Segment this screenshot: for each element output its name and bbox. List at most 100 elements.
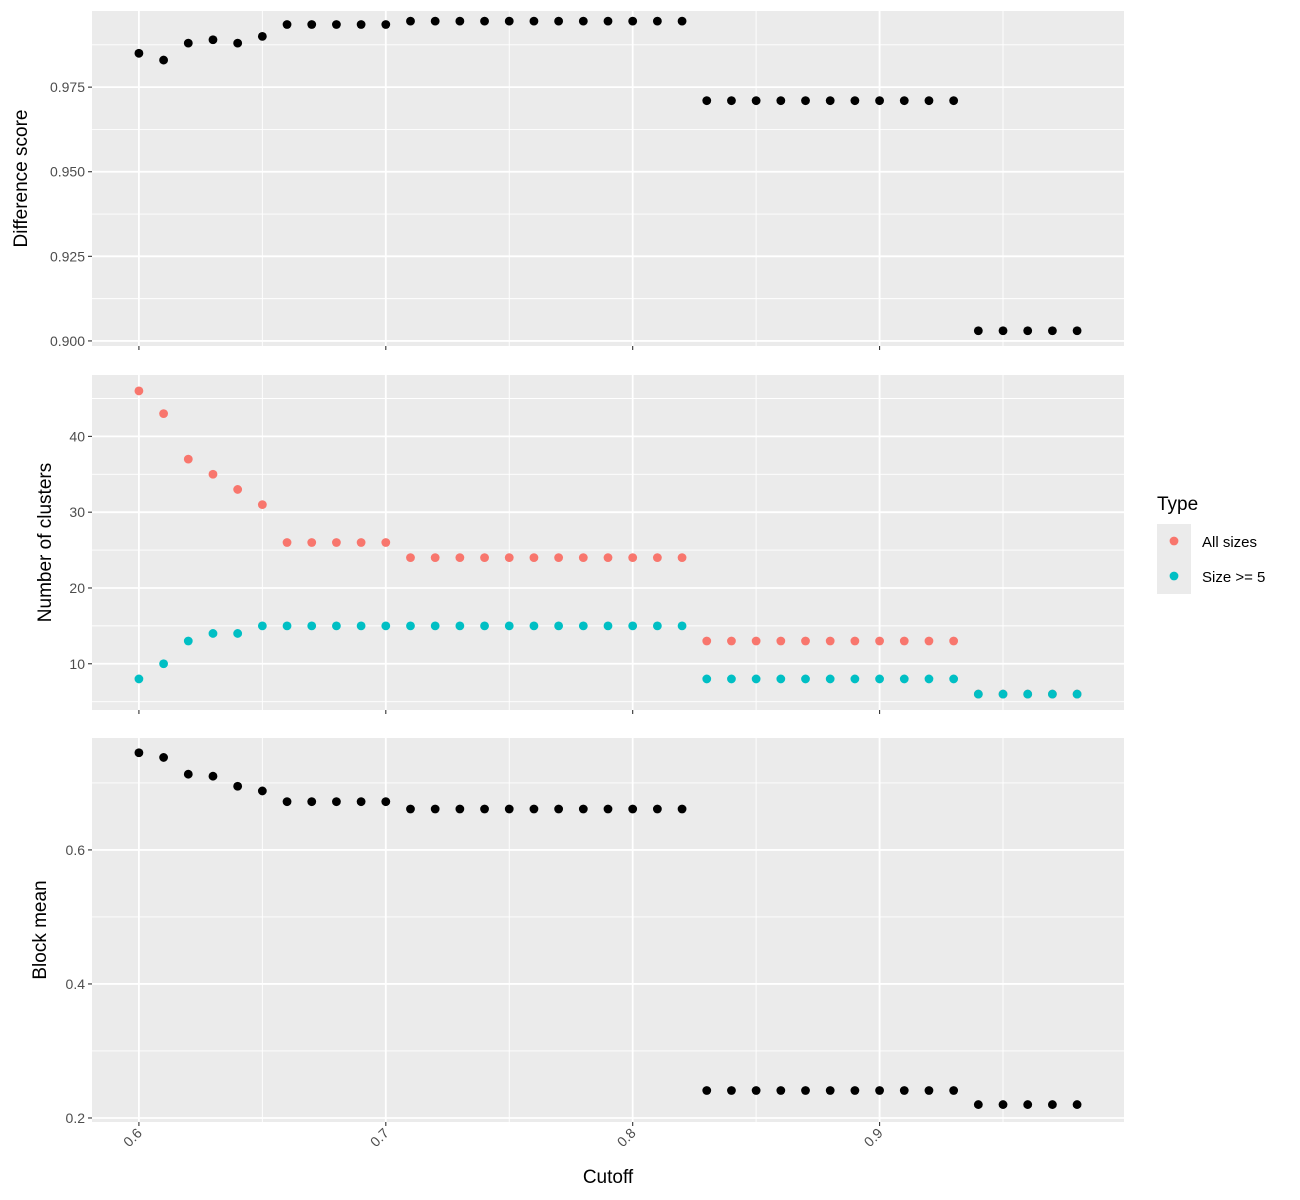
data-point: [381, 20, 391, 29]
data-point: [998, 326, 1008, 336]
data-point: [257, 500, 267, 510]
y-tick-label: 40: [69, 428, 85, 444]
panel-block-mean: 0.2 0.4 0.6 Block mean: [30, 738, 1124, 1126]
data-point: [850, 674, 860, 684]
legend-title: Type: [1157, 494, 1198, 515]
x-tick-label: 0.7: [367, 1125, 392, 1150]
x-axis-title: Cutoff: [583, 1167, 634, 1188]
data-point: [307, 538, 317, 547]
data-point: [924, 674, 934, 684]
data-point: [356, 621, 366, 631]
data-point: [702, 674, 712, 684]
legend-label: Size >= 5: [1202, 569, 1265, 586]
data-point: [1072, 1100, 1082, 1109]
legend: Type All sizes Size >= 5: [1157, 494, 1265, 594]
data-point: [1048, 689, 1057, 699]
data-point: [233, 629, 243, 638]
panel-number-of-clusters: 10 20 30 40 Number of clusters: [35, 375, 1124, 714]
panel-background: [92, 375, 1124, 710]
data-point: [1048, 326, 1057, 336]
data-point: [554, 16, 564, 26]
x-axis: 0.6 0.7 0.8 0.9: [120, 1125, 886, 1150]
data-point: [652, 621, 662, 631]
data-point: [332, 538, 341, 547]
legend-entry: All sizes: [1169, 534, 1257, 551]
data-point: [480, 16, 489, 26]
data-point: [899, 636, 909, 646]
data-point: [702, 1086, 712, 1095]
data-point: [1072, 326, 1082, 336]
data-point: [850, 1086, 860, 1095]
data-point: [973, 1100, 983, 1109]
data-point: [727, 1086, 736, 1095]
data-point: [751, 674, 761, 684]
series-size-5: [134, 621, 1082, 699]
data-point: [134, 48, 144, 58]
data-point: [727, 96, 736, 106]
data-point: [307, 20, 317, 29]
data-point: [899, 96, 909, 106]
data-point: [455, 16, 465, 26]
data-point: [455, 621, 465, 631]
data-point: [875, 1086, 884, 1095]
data-point: [480, 553, 489, 563]
data-point: [924, 96, 934, 106]
data-point: [529, 621, 539, 631]
data-point: [529, 16, 539, 26]
data-point: [233, 781, 243, 791]
legend-entries: All sizes Size >= 5: [1169, 534, 1265, 586]
data-point: [1023, 1100, 1033, 1109]
data-point: [1023, 689, 1033, 699]
data-point: [652, 553, 662, 563]
data-point: [381, 538, 391, 547]
x-tick-label: 0.9: [861, 1125, 886, 1150]
legend-entry: Size >= 5: [1169, 569, 1265, 586]
data-point: [406, 621, 415, 631]
data-point: [998, 689, 1008, 699]
data-point: [628, 804, 638, 814]
data-point: [652, 804, 662, 814]
y-tick-label: 0.950: [50, 164, 85, 180]
data-point: [677, 553, 687, 563]
series-points: [134, 748, 1082, 1109]
data-point: [677, 16, 687, 26]
y-tick-label: 0.4: [66, 976, 86, 992]
data-point: [776, 674, 786, 684]
data-point: [554, 553, 564, 563]
data-point: [381, 797, 391, 807]
legend-key-background: [1157, 524, 1191, 594]
data-point: [825, 674, 835, 684]
data-point: [406, 553, 415, 563]
data-point: [430, 621, 440, 631]
data-point: [307, 621, 317, 631]
data-point: [504, 804, 514, 814]
data-point: [554, 621, 564, 631]
data-point: [578, 621, 588, 631]
data-point: [825, 96, 835, 106]
data-point: [825, 1086, 835, 1095]
data-point: [257, 621, 267, 631]
y-axis-title: Difference score: [11, 110, 32, 248]
data-point: [159, 55, 168, 65]
x-tick-label: 0.8: [614, 1125, 639, 1150]
data-point: [183, 636, 193, 646]
data-point: [652, 16, 662, 26]
data-point: [875, 674, 884, 684]
data-point: [159, 659, 168, 669]
data-point: [751, 96, 761, 106]
data-point: [578, 553, 588, 563]
y-tick-label: 30: [69, 504, 85, 520]
data-point: [603, 804, 613, 814]
y-tick-label: 0.925: [50, 248, 85, 264]
panels: 0.900 0.925 0.950 0.975 Difference score 10 20…: [11, 11, 1124, 1126]
data-point: [801, 636, 810, 646]
data-point: [875, 636, 884, 646]
data-point: [628, 16, 638, 26]
data-point: [183, 38, 193, 48]
y-tick-label: 0.2: [66, 1110, 86, 1126]
data-point: [356, 797, 366, 807]
data-point: [949, 1086, 959, 1095]
data-point: [183, 454, 193, 464]
data-point: [1023, 326, 1033, 336]
